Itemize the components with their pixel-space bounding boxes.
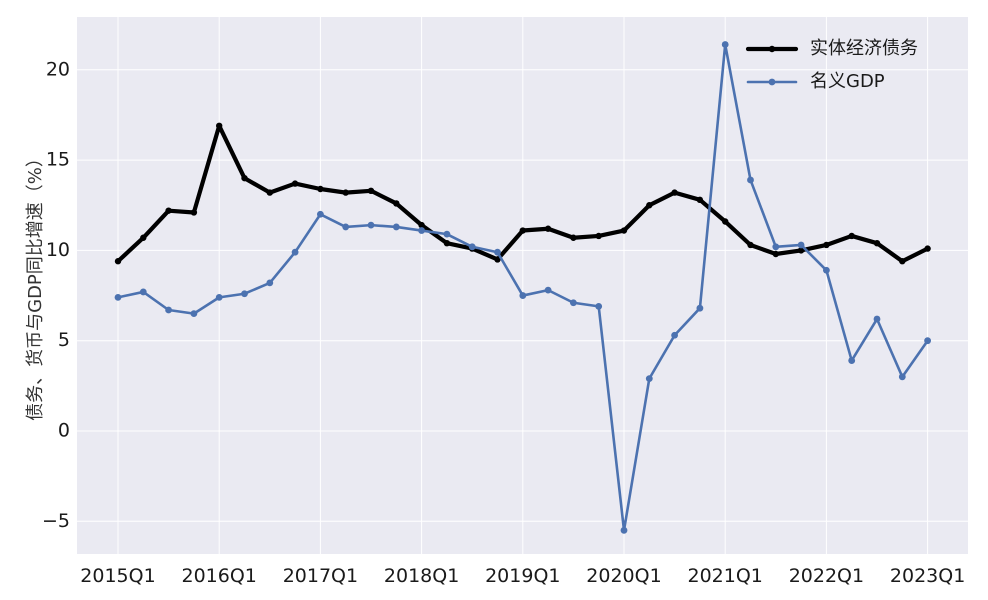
y-tick-label: 5 xyxy=(58,329,70,351)
y-axis-label: 债务、货币与GDP同比增速（%） xyxy=(25,149,46,421)
legend-swatch-marker xyxy=(768,78,776,86)
data-point xyxy=(494,256,501,263)
data-point xyxy=(114,258,122,265)
data-point xyxy=(544,225,552,232)
data-point xyxy=(190,209,198,216)
series-2 xyxy=(114,41,931,534)
data-point xyxy=(291,180,299,187)
data-point xyxy=(367,187,375,195)
x-tick-label: 2023Q1 xyxy=(890,565,965,587)
data-point xyxy=(241,290,248,298)
x-tick-label: 2018Q1 xyxy=(384,565,459,587)
y-tick-labels: −5 0 5 10 15 20 xyxy=(42,58,70,532)
y-tick-label: 20 xyxy=(46,58,70,80)
data-point xyxy=(291,248,299,256)
data-point xyxy=(266,189,273,196)
data-point xyxy=(494,248,501,256)
data-point xyxy=(190,310,198,318)
data-point xyxy=(696,196,704,204)
data-point xyxy=(898,373,906,381)
series-1 xyxy=(114,122,931,265)
data-point xyxy=(418,221,425,229)
data-point xyxy=(114,293,122,301)
data-point xyxy=(140,234,147,241)
data-point xyxy=(823,266,830,274)
legend-label: 实体经济债务 xyxy=(810,38,918,59)
data-point xyxy=(595,232,602,240)
data-point xyxy=(443,230,451,238)
x-tick-label: 2022Q1 xyxy=(789,565,864,587)
y-tick-label: 15 xyxy=(46,149,70,171)
data-point xyxy=(317,210,324,218)
data-point xyxy=(216,122,223,129)
data-point xyxy=(848,232,855,240)
data-point xyxy=(721,41,729,48)
data-point xyxy=(367,221,375,229)
data-point xyxy=(570,299,577,307)
data-point xyxy=(595,302,603,310)
data-point xyxy=(165,207,172,214)
y-tick-label: 10 xyxy=(46,239,70,261)
legend-swatch-marker xyxy=(768,45,776,53)
x-tick-label: 2020Q1 xyxy=(586,565,661,587)
y-tick-label: −5 xyxy=(42,510,70,532)
data-point xyxy=(393,200,400,207)
data-point xyxy=(646,202,653,209)
data-point xyxy=(772,250,779,258)
x-tick-labels: 2015Q1 2016Q1 2017Q1 2018Q1 2019Q1 2020Q1 2021… xyxy=(80,565,965,587)
x-tick-label: 2019Q1 xyxy=(485,565,560,587)
data-point xyxy=(317,185,324,193)
x-tick-label: 2017Q1 xyxy=(283,565,358,587)
data-point xyxy=(797,241,805,249)
x-tick-label: 2021Q1 xyxy=(687,565,762,587)
data-point xyxy=(544,286,552,294)
data-point xyxy=(519,292,527,299)
data-point xyxy=(671,189,678,196)
data-point xyxy=(924,245,931,252)
data-point xyxy=(443,239,451,247)
data-point xyxy=(747,176,754,184)
data-point xyxy=(241,174,248,182)
data-point xyxy=(139,288,147,296)
data-point xyxy=(266,279,274,287)
data-point xyxy=(342,189,349,196)
data-point xyxy=(823,241,830,249)
data-point xyxy=(620,526,628,534)
data-point xyxy=(418,227,425,234)
data-point xyxy=(671,331,678,339)
data-point xyxy=(722,218,729,225)
data-point xyxy=(645,375,653,383)
legend-label: 名义GDP xyxy=(810,71,885,92)
data-point xyxy=(215,293,223,301)
data-point xyxy=(873,239,881,247)
data-point xyxy=(848,357,856,364)
data-point xyxy=(747,241,754,249)
x-tick-label: 2015Q1 xyxy=(80,565,155,587)
x-tick-label: 2016Q1 xyxy=(181,565,256,587)
data-point xyxy=(392,223,400,231)
data-point xyxy=(620,227,628,234)
data-point xyxy=(873,315,881,323)
data-point xyxy=(924,337,931,345)
data-point xyxy=(772,243,780,251)
data-point xyxy=(696,304,704,312)
data-point xyxy=(165,306,173,314)
data-point xyxy=(342,223,350,231)
data-point xyxy=(519,227,526,234)
grid-lines xyxy=(77,17,968,554)
data-point xyxy=(570,234,577,241)
data-point xyxy=(899,258,906,265)
series-layer xyxy=(114,41,931,534)
y-tick-label: 0 xyxy=(58,420,70,442)
data-point xyxy=(468,243,476,251)
data-point xyxy=(797,247,805,254)
